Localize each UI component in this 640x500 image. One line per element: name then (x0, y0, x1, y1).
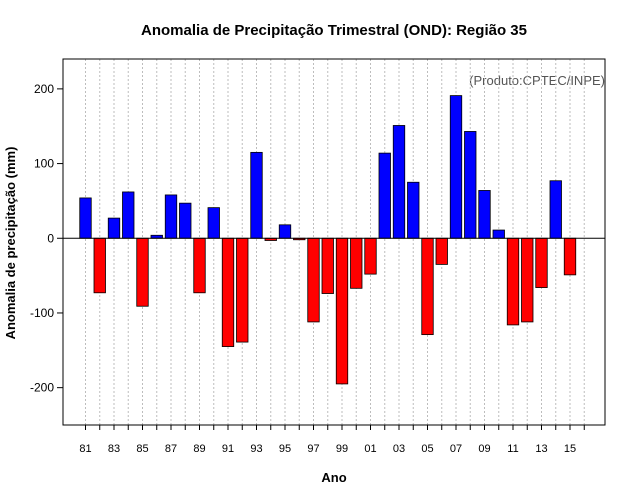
bar-10 (492, 229, 505, 239)
bar-85 (136, 237, 149, 307)
bar-93 (250, 151, 263, 239)
x-tick-label: 15 (564, 443, 576, 455)
bar-82 (93, 237, 106, 294)
y-axis: -200 -100 0 100 200 (30, 82, 63, 395)
x-tick-label: 07 (450, 443, 462, 455)
chart-title: Anomalia de Precipitação Trimestral (OND… (141, 22, 527, 39)
y-axis-title: Anomalia de precipitação (mm) (3, 147, 18, 340)
y-tick-label: -100 (30, 306, 54, 320)
bar-13 (535, 237, 548, 288)
bar-08 (464, 131, 477, 239)
bar-03 (392, 125, 406, 239)
x-tick-label: 03 (393, 443, 405, 455)
x-tick-label: 11 (507, 443, 518, 455)
bar-95 (278, 224, 292, 239)
bar-99 (335, 237, 349, 385)
bar-07 (449, 95, 463, 239)
x-tick-label: 87 (165, 443, 177, 455)
bar-04 (407, 181, 420, 239)
bars (79, 95, 577, 385)
bar-88 (179, 202, 192, 239)
x-tick-label: 05 (421, 443, 433, 455)
x-tick-label: 81 (79, 443, 91, 455)
x-tick-label: 97 (307, 443, 319, 455)
x-axis: 81 83 85 87 89 91 93 95 97 99 01 03 05 07 09 11 13 15 (79, 425, 585, 455)
grid-lines (85, 59, 585, 425)
plot-frame (62, 58, 606, 426)
x-tick-label: 85 (136, 443, 148, 455)
x-tick-label: 01 (364, 443, 376, 455)
x-tick-label: 89 (193, 443, 205, 455)
bar-09 (478, 190, 491, 239)
bar-98 (321, 237, 334, 294)
bar-81 (79, 197, 92, 239)
bar-97 (307, 237, 320, 323)
bar-84 (122, 191, 135, 239)
bar-90 (207, 207, 220, 239)
x-tick-label: 93 (250, 443, 262, 455)
bar-87 (164, 194, 178, 239)
bar-06 (435, 237, 448, 265)
bar-00 (350, 237, 363, 289)
bar-89 (193, 237, 206, 294)
chart-credit: (Produto:CPTEC/INPE) (469, 73, 605, 88)
bar-15 (563, 237, 577, 276)
y-tick-label: 100 (34, 157, 54, 171)
x-tick-label: 83 (108, 443, 120, 455)
bar-83 (107, 217, 121, 239)
y-tick-label: -200 (30, 381, 54, 395)
bar-14 (549, 180, 562, 239)
bar-01 (364, 237, 377, 275)
bar-91 (221, 237, 235, 347)
y-tick-label: 0 (47, 231, 54, 245)
x-tick-label: 99 (336, 443, 348, 455)
bar-02 (378, 152, 391, 239)
x-tick-label: 09 (478, 443, 490, 455)
x-tick-label: 95 (279, 443, 291, 455)
x-axis-title: Ano (321, 470, 346, 485)
x-tick-label: 91 (222, 443, 234, 455)
x-tick-label: 13 (535, 443, 547, 455)
bar-92 (236, 237, 249, 343)
bar-05 (421, 237, 434, 336)
bar-12 (521, 237, 534, 323)
bar-11 (506, 237, 520, 326)
y-tick-label: 200 (34, 82, 54, 96)
